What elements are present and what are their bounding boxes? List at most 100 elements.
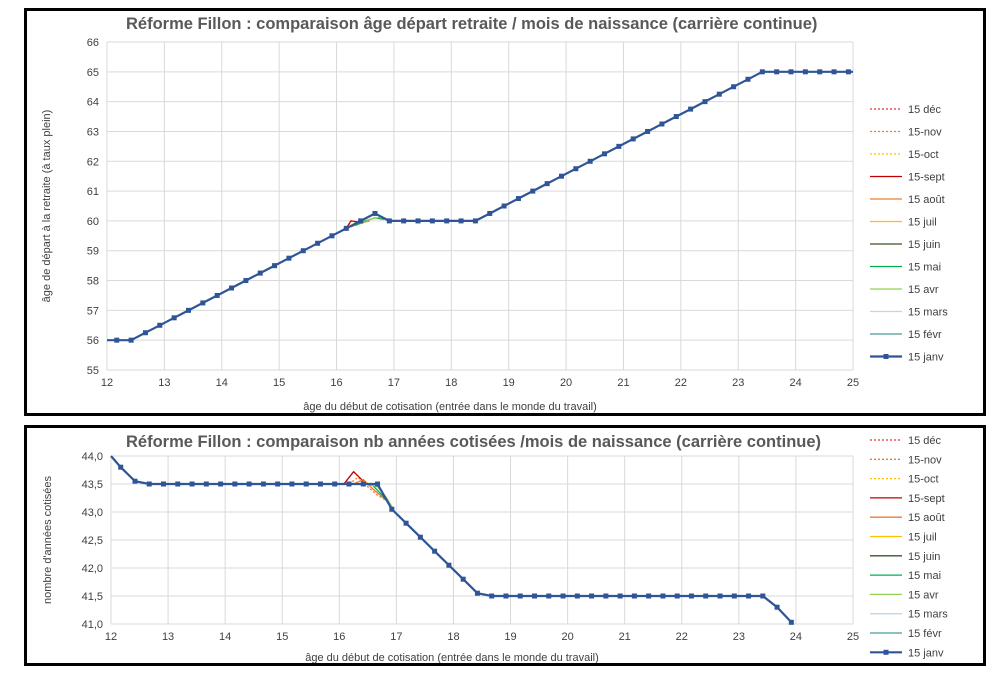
data-point-marker <box>688 106 694 112</box>
x-tick-label: 16 <box>333 631 345 643</box>
legend-label: 15-nov <box>908 454 942 466</box>
legend-label: 15-sept <box>908 493 945 505</box>
data-point-marker <box>774 69 780 75</box>
data-point-marker <box>218 481 224 487</box>
data-point-marker <box>515 196 521 202</box>
data-point-marker <box>132 478 138 484</box>
y-tick-label: 62 <box>87 156 99 168</box>
data-point-marker <box>229 285 235 291</box>
y-axis-title: âge de départ à la retraite (à taux plei… <box>41 110 53 303</box>
x-tick-label: 18 <box>447 631 459 643</box>
legend-label: 15 juil <box>908 532 937 544</box>
data-point-marker <box>157 322 163 328</box>
legend-label: 15 juin <box>908 551 940 563</box>
y-tick-label: 61 <box>87 186 99 198</box>
data-point-marker <box>317 481 323 487</box>
y-tick-label: 64 <box>87 97 99 109</box>
x-tick-label: 21 <box>619 631 631 643</box>
data-point-marker <box>716 91 722 97</box>
data-point-marker <box>232 481 238 487</box>
data-point-marker <box>802 69 808 75</box>
data-point-marker <box>474 590 480 596</box>
legend-label: 15 avr <box>908 284 939 296</box>
data-point-marker <box>185 307 191 313</box>
x-tick-label: 24 <box>790 631 802 643</box>
y-tick-label: 63 <box>87 126 99 138</box>
x-tick-label: 14 <box>216 377 228 389</box>
legend-label: 15 déc <box>908 435 942 447</box>
y-tick-label: 57 <box>87 305 99 317</box>
data-point-marker <box>532 593 538 599</box>
data-point-marker <box>501 203 507 209</box>
x-axis-title: âge du début de cotisation (entrée dans … <box>305 652 599 663</box>
x-tick-label: 17 <box>390 631 402 643</box>
x-tick-label: 21 <box>617 377 629 389</box>
data-point-marker <box>558 173 564 179</box>
y-tick-label: 55 <box>87 365 99 377</box>
x-tick-label: 22 <box>675 377 687 389</box>
chart-retirement-age: Réforme Fillon : comparaison âge départ … <box>41 15 948 413</box>
legend-label: 15 juin <box>908 239 940 251</box>
data-point-marker <box>246 481 252 487</box>
x-tick-label: 17 <box>388 377 400 389</box>
data-point-marker <box>401 218 407 224</box>
x-tick-label: 22 <box>676 631 688 643</box>
y-tick-label: 56 <box>87 335 99 347</box>
data-point-marker <box>189 481 195 487</box>
data-point-marker <box>260 481 266 487</box>
data-point-marker <box>417 534 423 540</box>
data-point-marker <box>415 218 421 224</box>
data-point-marker <box>429 218 435 224</box>
x-tick-label: 20 <box>561 631 573 643</box>
data-point-marker <box>303 481 309 487</box>
data-point-marker <box>389 506 395 512</box>
data-point-marker <box>646 593 652 599</box>
data-point-marker <box>703 593 709 599</box>
data-point-marker <box>717 593 723 599</box>
legend-label: 15-oct <box>908 474 939 486</box>
data-point-marker <box>460 576 466 582</box>
data-point-marker <box>760 593 766 599</box>
y-axis-title: nombre d'années cotisées <box>42 475 54 604</box>
data-point-marker <box>114 337 120 343</box>
legend-marker <box>883 354 889 359</box>
y-tick-label: 42,0 <box>82 563 103 575</box>
data-point-marker <box>602 151 608 157</box>
series-line <box>348 476 388 502</box>
data-point-marker <box>673 114 679 120</box>
data-point-marker <box>487 210 493 216</box>
plot-area <box>107 69 853 343</box>
data-point-marker <box>286 255 292 261</box>
data-point-marker <box>257 270 263 276</box>
data-point-marker <box>517 593 523 599</box>
legend-label: 15 juil <box>908 217 937 229</box>
data-point-marker <box>587 158 593 164</box>
data-point-marker <box>346 481 352 487</box>
data-point-marker <box>343 225 349 231</box>
data-point-marker <box>472 218 478 224</box>
data-point-marker <box>759 69 765 75</box>
data-point-marker <box>375 481 381 487</box>
data-point-marker <box>659 121 665 127</box>
x-tick-label: 25 <box>847 377 859 389</box>
data-point-marker <box>630 136 636 142</box>
chart-years-contributed: Réforme Fillon : comparaison nb années c… <box>42 433 948 663</box>
legend-label: 15 janv <box>908 352 944 364</box>
data-point-marker <box>645 128 651 134</box>
data-point-marker <box>358 218 364 224</box>
legend-label: 15 mai <box>908 262 941 274</box>
x-axis-title: âge du début de cotisation (entrée dans … <box>303 401 597 413</box>
data-point-marker <box>332 481 338 487</box>
data-point-marker <box>214 292 220 298</box>
legend-label: 15 août <box>908 194 945 206</box>
data-point-marker <box>171 315 177 321</box>
x-tick-label: 19 <box>504 631 516 643</box>
data-point-marker <box>161 481 167 487</box>
legend-label: 15 mars <box>908 609 948 621</box>
data-point-marker <box>315 240 321 246</box>
data-point-marker <box>203 481 209 487</box>
y-tick-label: 43,0 <box>82 507 103 519</box>
data-point-marker <box>831 69 837 75</box>
data-point-marker <box>788 69 794 75</box>
x-tick-label: 12 <box>105 631 117 643</box>
